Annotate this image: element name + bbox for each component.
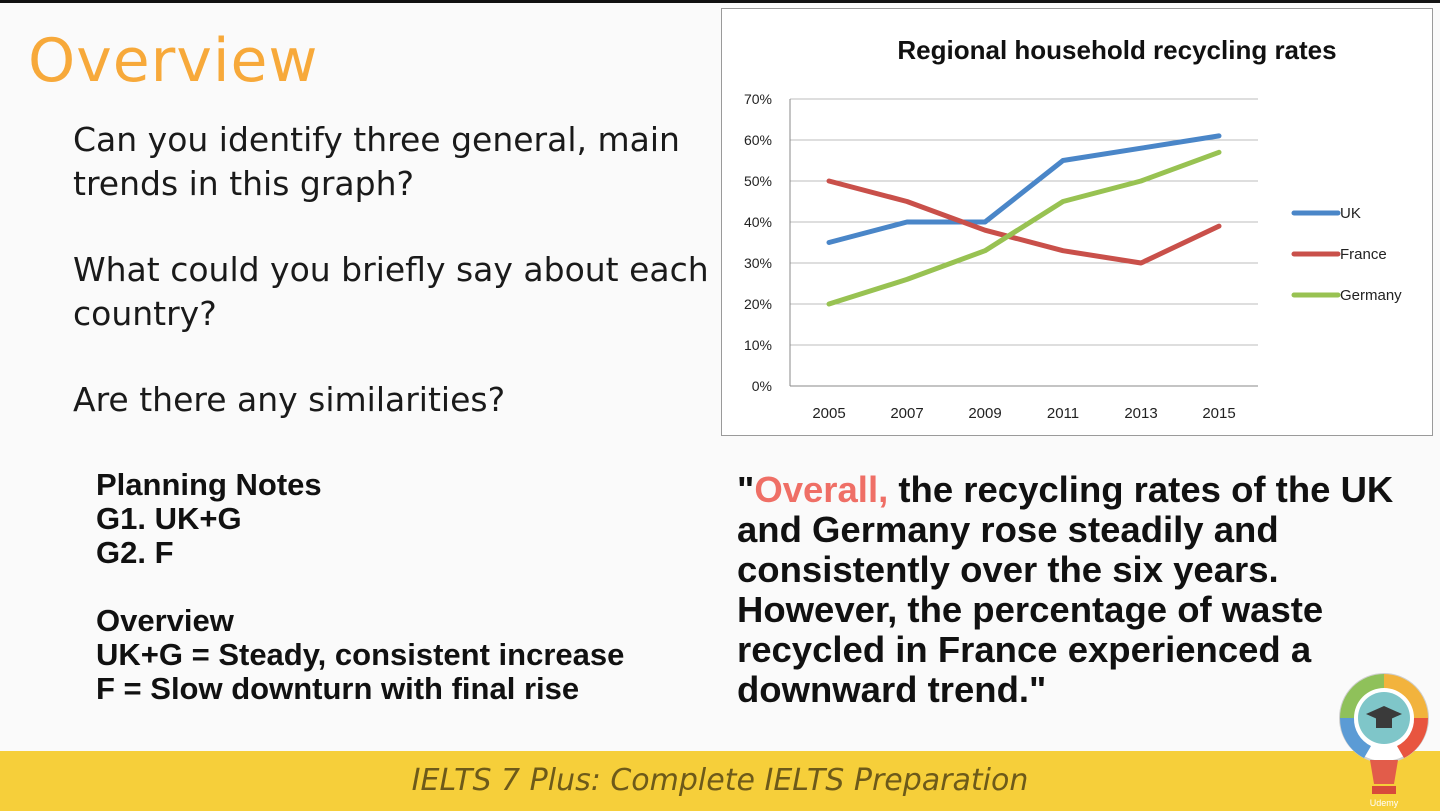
udemy-lightbulb-logo: Udemy <box>1339 673 1429 808</box>
x-tick-label: 2005 <box>812 405 845 422</box>
overview-quote: "Overall, the recycling rates of the UK … <box>737 470 1417 710</box>
footer-bar: IELTS 7 Plus: Complete IELTS Preparation <box>0 751 1440 811</box>
y-tick-label: 30% <box>744 255 772 271</box>
slide-title: Overview <box>28 26 319 96</box>
chart-title: Regional household recycling rates <box>897 35 1336 65</box>
quote-highlight: Overall, <box>754 469 889 510</box>
quote-open-mark: " <box>737 469 755 510</box>
overview-line-1: UK+G = Steady, consistent increase <box>96 637 625 672</box>
planning-notes: Planning Notes G1. UK+G G2. F Overview U… <box>96 468 624 740</box>
legend-label: France <box>1340 246 1387 263</box>
series-line-france <box>826 178 1222 266</box>
top-rule <box>0 0 1440 3</box>
logo-text: Udemy <box>1370 798 1399 808</box>
footer-text: IELTS 7 Plus: Complete IELTS Preparation <box>411 763 1029 798</box>
legend-label: Germany <box>1340 287 1402 304</box>
quote-body: the recycling rates of the UK and German… <box>737 469 1394 710</box>
y-tick-label: 0% <box>752 378 772 394</box>
x-tick-label: 2007 <box>890 405 923 422</box>
chart-svg: Regional household recycling rates 0% 10%… <box>744 35 1402 422</box>
legend-label: UK <box>1340 205 1361 222</box>
overview-heading: Overview <box>96 603 234 638</box>
y-tick-label: 40% <box>744 214 772 230</box>
y-tick-label: 50% <box>744 173 772 189</box>
notes-group-1: G1. UK+G <box>96 501 242 536</box>
x-tick-label: 2011 <box>1047 405 1079 422</box>
chart-series <box>826 133 1222 307</box>
x-tick-label: 2015 <box>1202 405 1235 422</box>
y-tick-label: 10% <box>744 337 772 353</box>
line-chart: Regional household recycling rates 0% 10%… <box>721 8 1433 436</box>
chart-legend: UK France Germany <box>1291 205 1402 304</box>
x-tick-label: 2013 <box>1124 405 1157 422</box>
question-2: What could you briefly say about each co… <box>73 250 709 333</box>
y-tick-label: 70% <box>744 91 772 107</box>
chart-grid: 0% 10% 20% 30% 40% 50% 60% 70% 2005 2007 2009 2011 2… <box>744 91 1258 422</box>
y-tick-label: 20% <box>744 296 772 312</box>
question-1: Can you identify three general, main tre… <box>73 120 680 203</box>
notes-heading: Planning Notes <box>96 467 322 502</box>
x-tick-label: 2009 <box>968 405 1001 422</box>
y-tick-label: 60% <box>744 132 772 148</box>
series-line-uk <box>826 133 1222 245</box>
series-line-germany <box>826 149 1222 307</box>
notes-group-2: G2. F <box>96 535 174 570</box>
overview-line-2: F = Slow downturn with final rise <box>96 671 580 706</box>
questions: Can you identify three general, main tre… <box>73 118 713 464</box>
question-3: Are there any similarities? <box>73 380 506 419</box>
